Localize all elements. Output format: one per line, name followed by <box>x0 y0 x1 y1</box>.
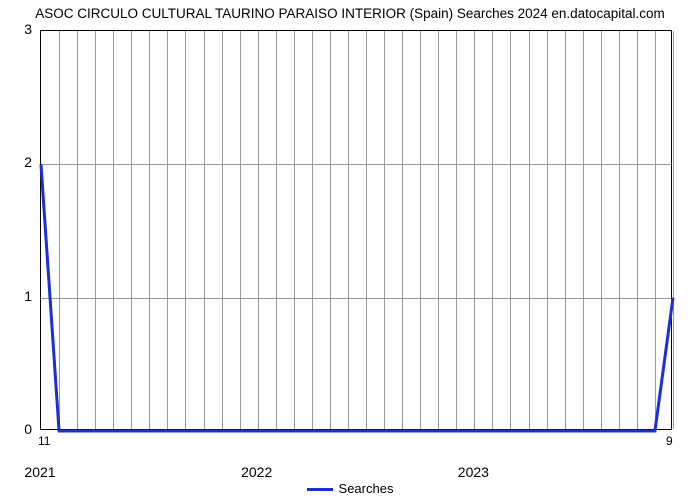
line-chart: ASOC CIRCULO CULTURAL TAURINO PARAISO IN… <box>0 0 700 500</box>
chart-title: ASOC CIRCULO CULTURAL TAURINO PARAISO IN… <box>0 6 700 21</box>
plot-area <box>40 30 672 430</box>
x-tick-label: 2021 <box>24 464 55 480</box>
x-tick-label: 2023 <box>458 464 489 480</box>
legend: Searches <box>0 481 700 496</box>
data-line <box>41 31 671 429</box>
legend-label: Searches <box>339 481 394 496</box>
corner-label-right: 9 <box>666 434 673 448</box>
y-tick-label: 0 <box>0 421 32 437</box>
corner-label-left: 11 <box>38 434 50 448</box>
y-tick-label: 3 <box>0 21 32 37</box>
legend-swatch <box>307 488 333 491</box>
x-tick-label: 2022 <box>241 464 272 480</box>
y-tick-label: 2 <box>0 154 32 170</box>
y-tick-label: 1 <box>0 288 32 304</box>
